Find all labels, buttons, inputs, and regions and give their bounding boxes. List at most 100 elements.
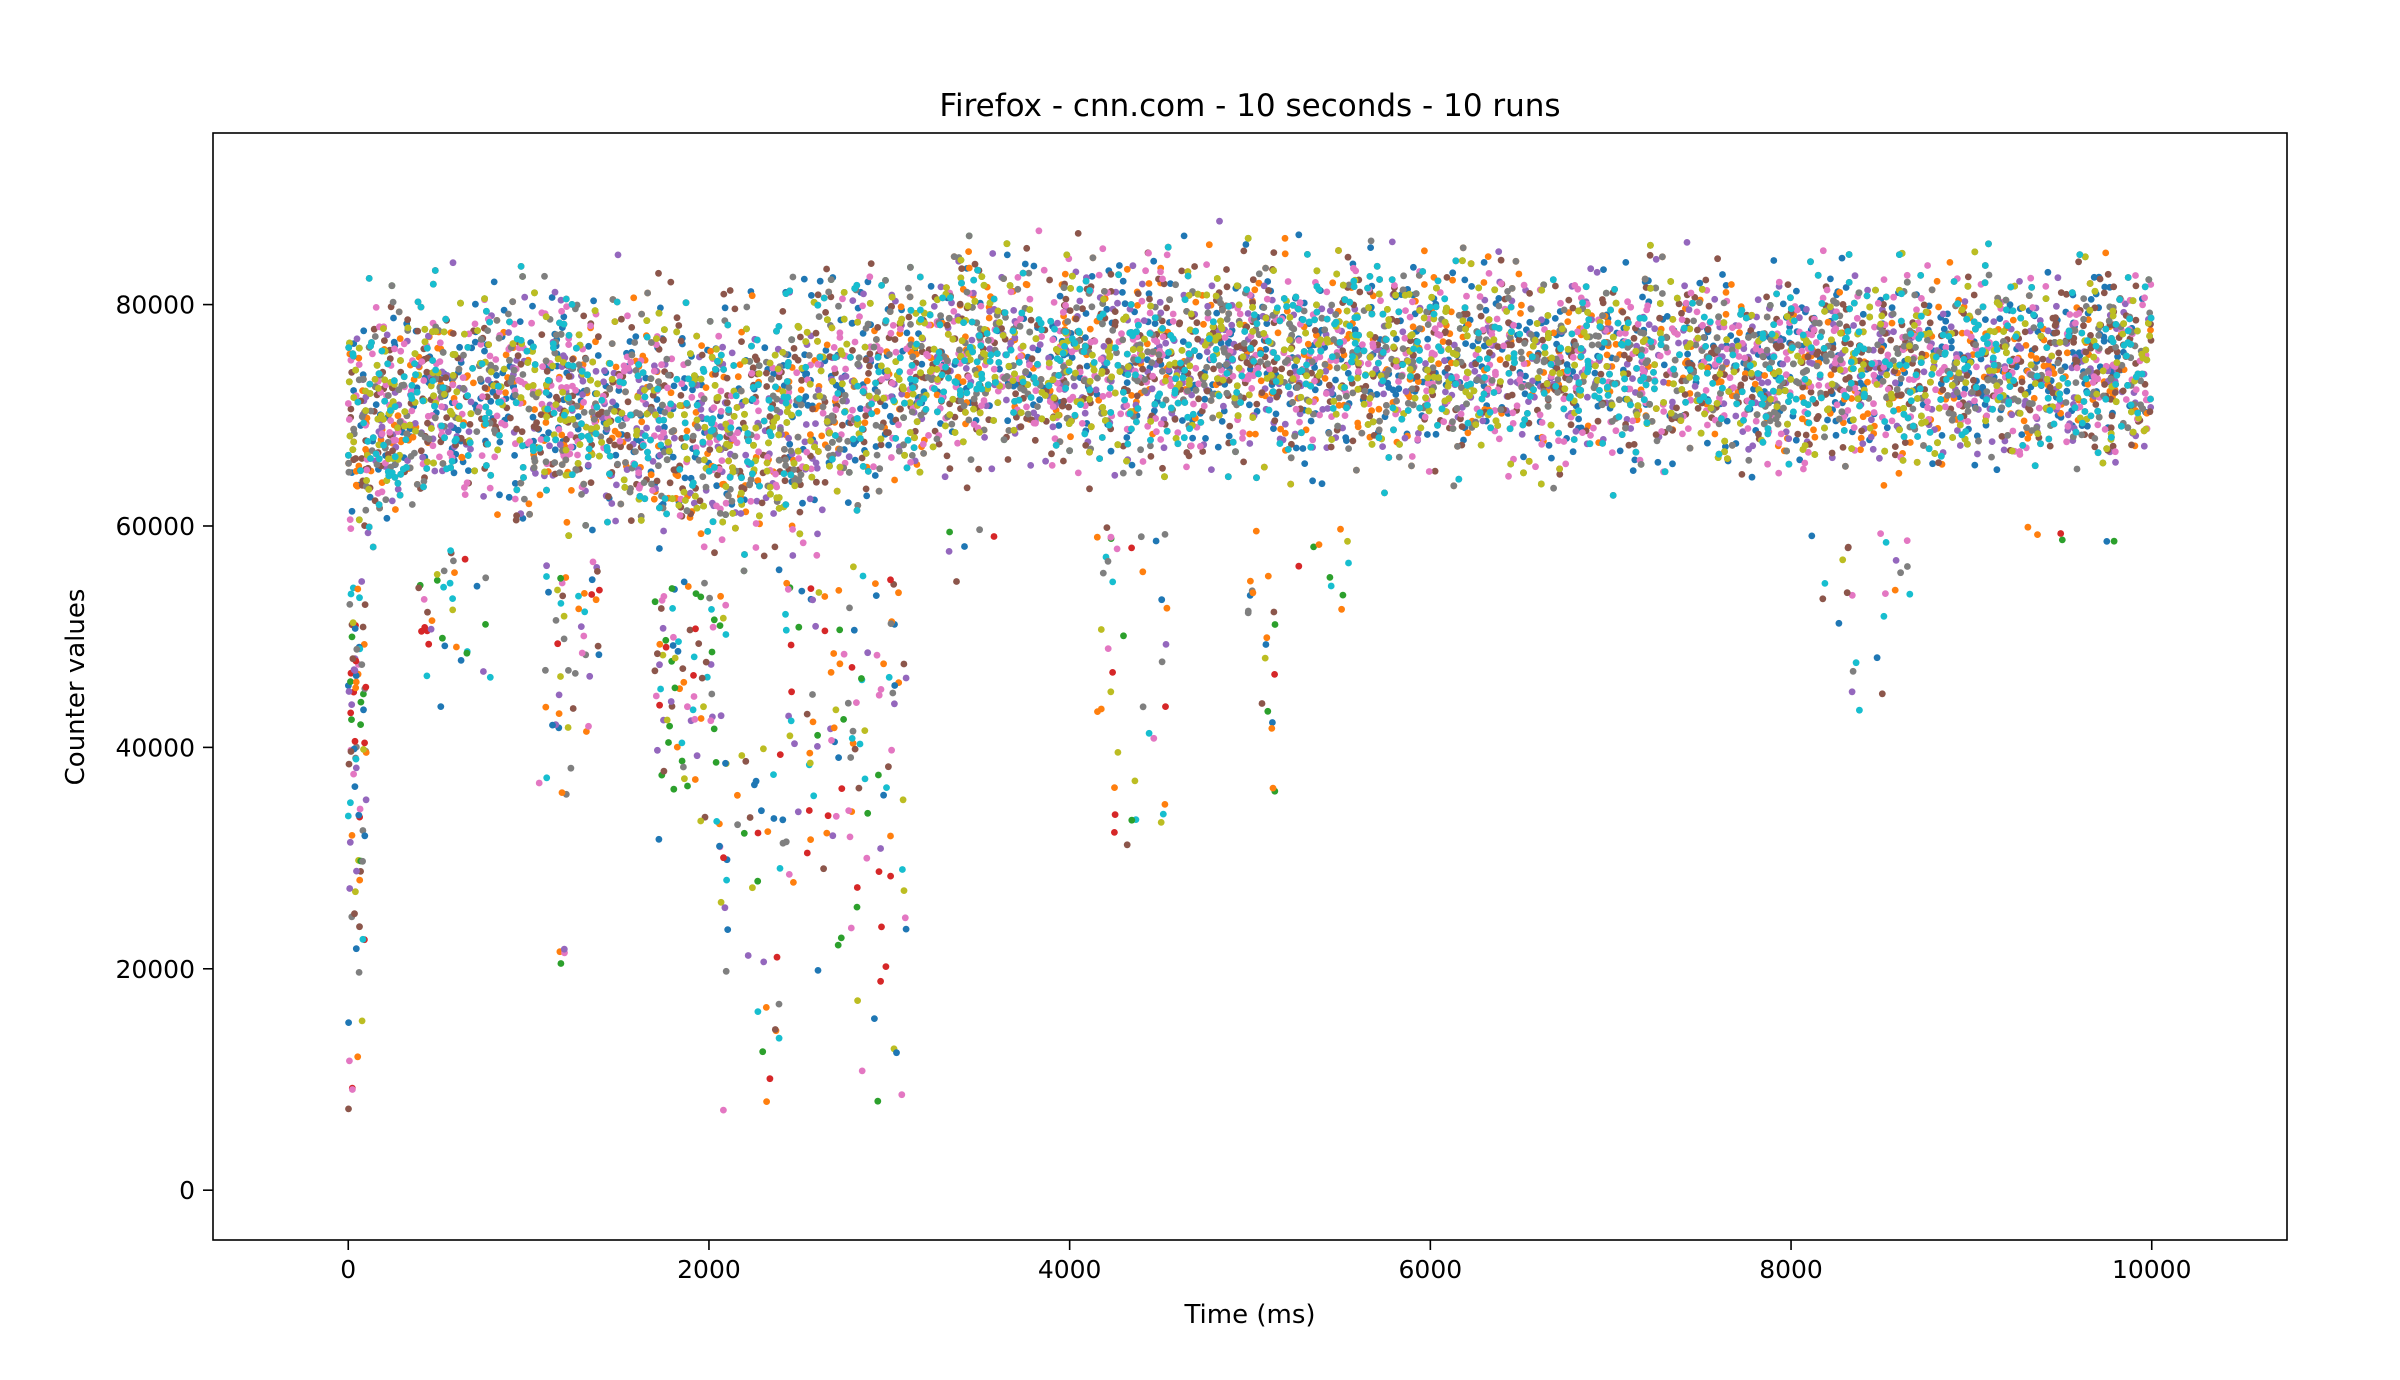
data-point xyxy=(2024,435,2032,442)
data-point xyxy=(1645,321,1653,328)
data-point xyxy=(885,441,892,449)
data-point xyxy=(650,495,658,503)
data-point xyxy=(1793,287,1800,295)
data-point xyxy=(2033,355,2040,362)
data-point xyxy=(592,338,599,346)
data-point xyxy=(1526,290,1533,297)
data-point xyxy=(1484,253,1492,260)
data-point xyxy=(863,377,871,385)
data-point xyxy=(1518,430,1526,438)
data-point xyxy=(2063,349,2071,357)
data-point xyxy=(1651,325,1659,333)
data-point xyxy=(859,330,867,337)
data-point xyxy=(2087,296,2095,303)
data-point xyxy=(1851,272,1859,280)
data-point xyxy=(1868,416,1875,424)
data-point xyxy=(1520,453,1527,461)
data-point xyxy=(1030,262,1038,270)
data-point xyxy=(587,479,595,486)
data-point xyxy=(1299,445,1307,452)
data-point xyxy=(1497,256,1505,264)
data-point xyxy=(1134,302,1141,309)
data-point xyxy=(1004,417,1012,425)
data-point xyxy=(516,318,524,325)
data-point xyxy=(531,406,538,413)
data-point xyxy=(521,293,529,301)
data-point xyxy=(493,372,500,379)
data-point xyxy=(1938,432,1946,439)
data-point xyxy=(812,420,819,427)
data-point xyxy=(2018,378,2026,386)
data-point xyxy=(1146,295,1153,303)
data-point xyxy=(1159,464,1166,472)
data-point xyxy=(941,473,949,481)
data-point xyxy=(1895,469,1903,477)
data-point xyxy=(1068,354,1076,361)
data-point xyxy=(689,386,696,394)
data-point xyxy=(1410,263,1417,271)
data-point xyxy=(1114,299,1121,307)
data-point xyxy=(1111,471,1119,479)
data-point xyxy=(1281,250,1289,258)
data-point xyxy=(697,530,705,538)
data-point xyxy=(1867,433,1875,441)
data-point xyxy=(1210,365,1217,373)
data-point xyxy=(1696,279,1704,287)
data-point xyxy=(1502,360,1510,368)
data-point xyxy=(1335,402,1343,409)
data-point xyxy=(1424,431,1431,438)
data-point xyxy=(536,491,544,499)
data-point xyxy=(1401,434,1409,442)
data-point xyxy=(1342,434,1350,441)
data-point xyxy=(809,405,816,413)
data-point xyxy=(545,429,552,437)
data-point xyxy=(959,378,967,385)
data-point xyxy=(1191,263,1198,270)
data-point xyxy=(1722,310,1730,318)
data-point xyxy=(1685,306,1693,314)
data-point xyxy=(1933,277,1941,285)
data-point xyxy=(2140,442,2148,450)
data-point xyxy=(630,294,638,302)
data-point xyxy=(1639,293,1646,301)
data-point xyxy=(1272,410,1280,418)
data-point xyxy=(614,251,622,259)
data-point xyxy=(1421,247,1428,255)
data-point xyxy=(927,282,935,290)
data-point xyxy=(667,278,675,286)
data-point xyxy=(798,376,805,384)
data-point xyxy=(1208,282,1216,290)
data-point xyxy=(1504,393,1512,400)
data-point xyxy=(1495,248,1503,256)
data-point xyxy=(389,447,396,455)
data-point xyxy=(2080,322,2087,330)
data-point xyxy=(584,461,592,469)
data-point xyxy=(1660,378,1667,386)
data-point xyxy=(1669,398,1676,406)
data-point xyxy=(611,427,619,435)
data-point xyxy=(1827,371,1835,379)
data-point xyxy=(1521,390,1529,398)
data-point xyxy=(1204,302,1212,310)
data-point xyxy=(2020,417,2028,425)
data-point xyxy=(1145,290,1153,298)
data-point xyxy=(1652,255,1660,263)
data-point xyxy=(1375,405,1383,413)
data-point xyxy=(808,292,815,299)
data-point xyxy=(632,333,640,340)
data-point xyxy=(754,477,762,484)
data-point xyxy=(447,422,455,429)
data-point xyxy=(1139,365,1146,373)
data-point xyxy=(1836,289,1844,296)
data-point xyxy=(490,278,498,286)
data-point xyxy=(2107,424,2115,432)
data-point xyxy=(673,314,681,322)
data-point xyxy=(2147,326,2154,334)
data-point xyxy=(458,454,466,461)
data-point xyxy=(2104,270,2112,278)
data-point xyxy=(849,347,856,354)
data-point xyxy=(2111,389,2119,396)
data-point xyxy=(484,376,492,384)
data-point xyxy=(1162,339,1170,347)
data-point xyxy=(1779,300,1787,308)
